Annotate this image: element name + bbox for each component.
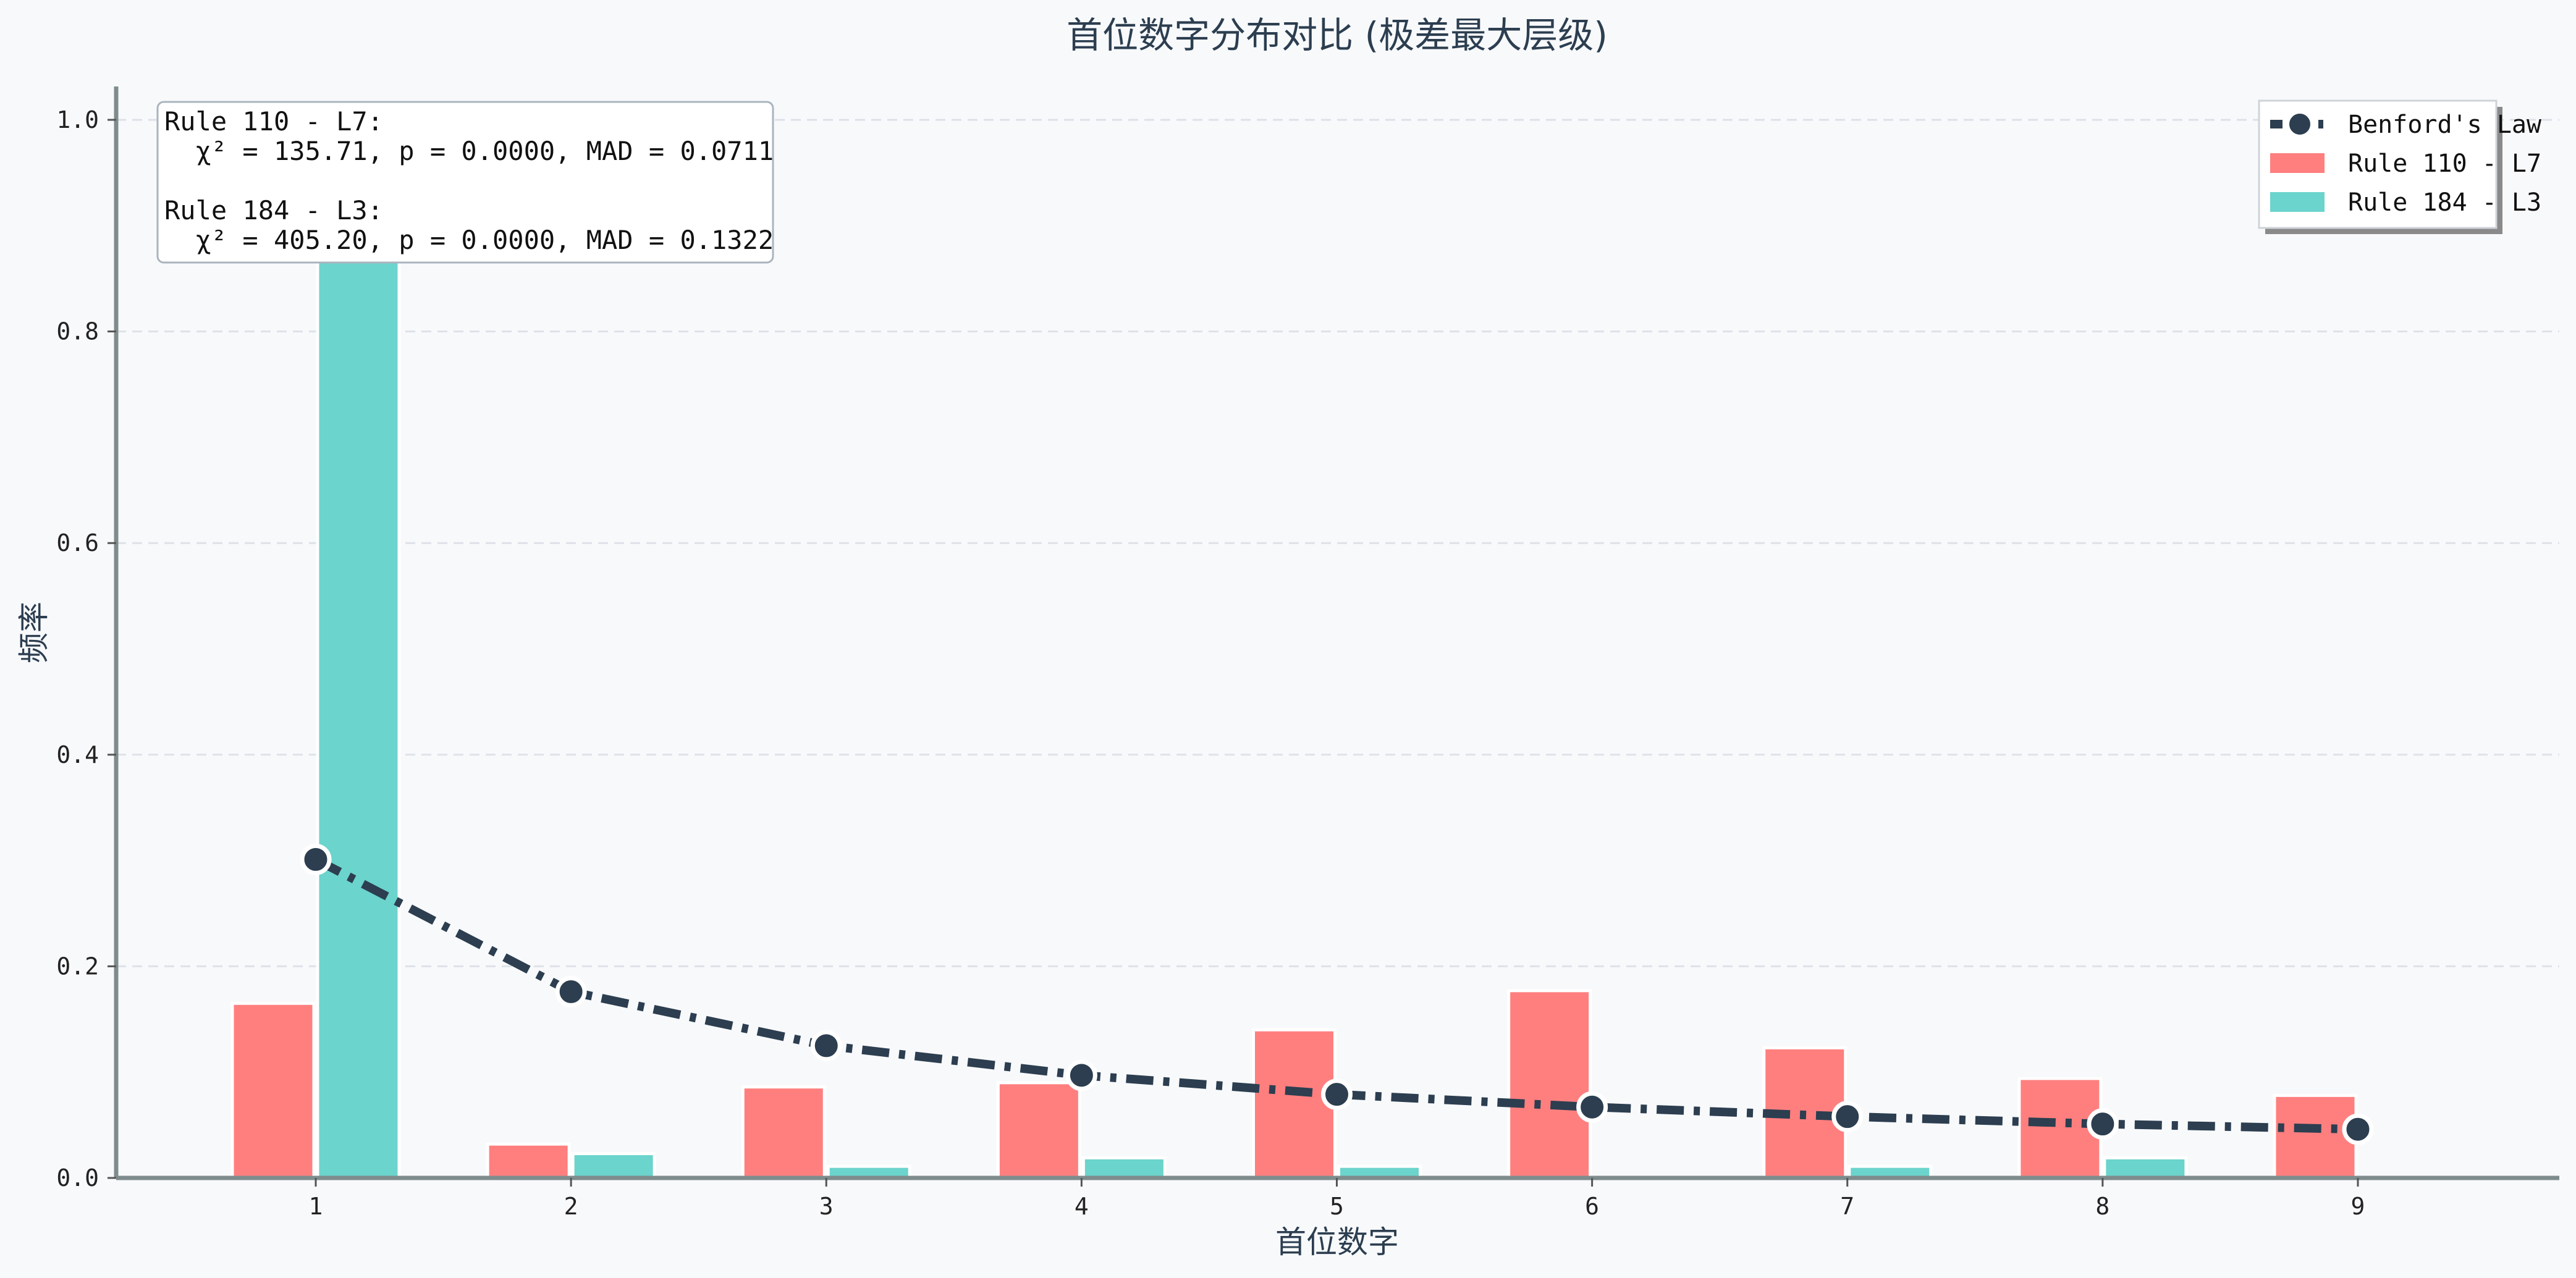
- legend-marker: [2287, 112, 2312, 137]
- stats-line: χ² = 135.71, p = 0.0000, MAD = 0.0711: [164, 136, 774, 166]
- x-tick-label: 9: [2351, 1193, 2365, 1220]
- x-tick-label: 4: [1075, 1193, 1089, 1220]
- benford-point-8: [2089, 1111, 2116, 1138]
- x-tick-label: 2: [564, 1193, 578, 1220]
- stats-line: χ² = 405.20, p = 0.0000, MAD = 0.1322: [164, 225, 774, 255]
- legend: Benford's Law Rule 110 - L7 Rule 184 - L3: [2259, 101, 2542, 234]
- legend-label: Rule 184 - L3: [2348, 188, 2541, 217]
- bar-rule110-9: [2274, 1095, 2356, 1178]
- x-tick-label: 8: [2095, 1193, 2109, 1220]
- bar-rule110-5: [1254, 1030, 1335, 1178]
- bar-rule184-1: [318, 231, 399, 1178]
- benford-point-5: [1324, 1081, 1351, 1108]
- bar-rule184-8: [2105, 1158, 2186, 1178]
- x-tick-label: 6: [1585, 1193, 1599, 1220]
- chart-title: 首位数字分布对比 (极差最大层级): [1066, 14, 1608, 56]
- x-axis-label: 首位数字: [1275, 1224, 1399, 1260]
- bar-rule184-2: [573, 1154, 654, 1178]
- bar-rule110-3: [743, 1087, 824, 1178]
- bar-rule110-4: [998, 1083, 1079, 1178]
- x-tick-label: 5: [1330, 1193, 1344, 1220]
- benford-point-1: [302, 846, 329, 873]
- benford-point-3: [813, 1032, 840, 1059]
- stats-line: Rule 184 - L3:: [164, 195, 383, 225]
- y-tick-label: 0.6: [56, 529, 99, 557]
- y-tick-label: 0.0: [56, 1164, 99, 1192]
- benford-point-4: [1068, 1062, 1095, 1089]
- bar-rule184-4: [1083, 1158, 1165, 1178]
- stats-annotation-box: Rule 110 - L7: χ² = 135.71, p = 0.0000, …: [158, 102, 774, 263]
- benford-point-2: [557, 978, 585, 1006]
- x-tick-label: 1: [309, 1193, 323, 1220]
- x-tick-label: 7: [1840, 1193, 1854, 1220]
- benford-point-9: [2344, 1116, 2371, 1143]
- y-tick-label: 1.0: [56, 106, 99, 133]
- benford-point-7: [1834, 1103, 1861, 1130]
- y-tick-label: 0.4: [56, 741, 99, 768]
- legend-bar-swatch: [2270, 192, 2325, 212]
- bar-rule110-6: [1509, 991, 1590, 1178]
- y-axis-label: 频率: [16, 602, 52, 663]
- legend-items: Benford's Law Rule 110 - L7 Rule 184 - L3: [2270, 111, 2542, 217]
- y-tick-label: 0.2: [56, 952, 99, 980]
- legend-label: Benford's Law: [2348, 111, 2542, 139]
- y-tick-label: 0.8: [56, 318, 99, 345]
- bar-rule110-2: [488, 1144, 569, 1178]
- benford-point-6: [1579, 1093, 1606, 1120]
- legend-label: Rule 110 - L7: [2348, 149, 2541, 178]
- legend-bar-swatch: [2270, 153, 2325, 173]
- x-tick-label: 3: [819, 1193, 834, 1220]
- bar-rule110-1: [232, 1003, 314, 1178]
- stats-line: Rule 110 - L7:: [164, 106, 383, 137]
